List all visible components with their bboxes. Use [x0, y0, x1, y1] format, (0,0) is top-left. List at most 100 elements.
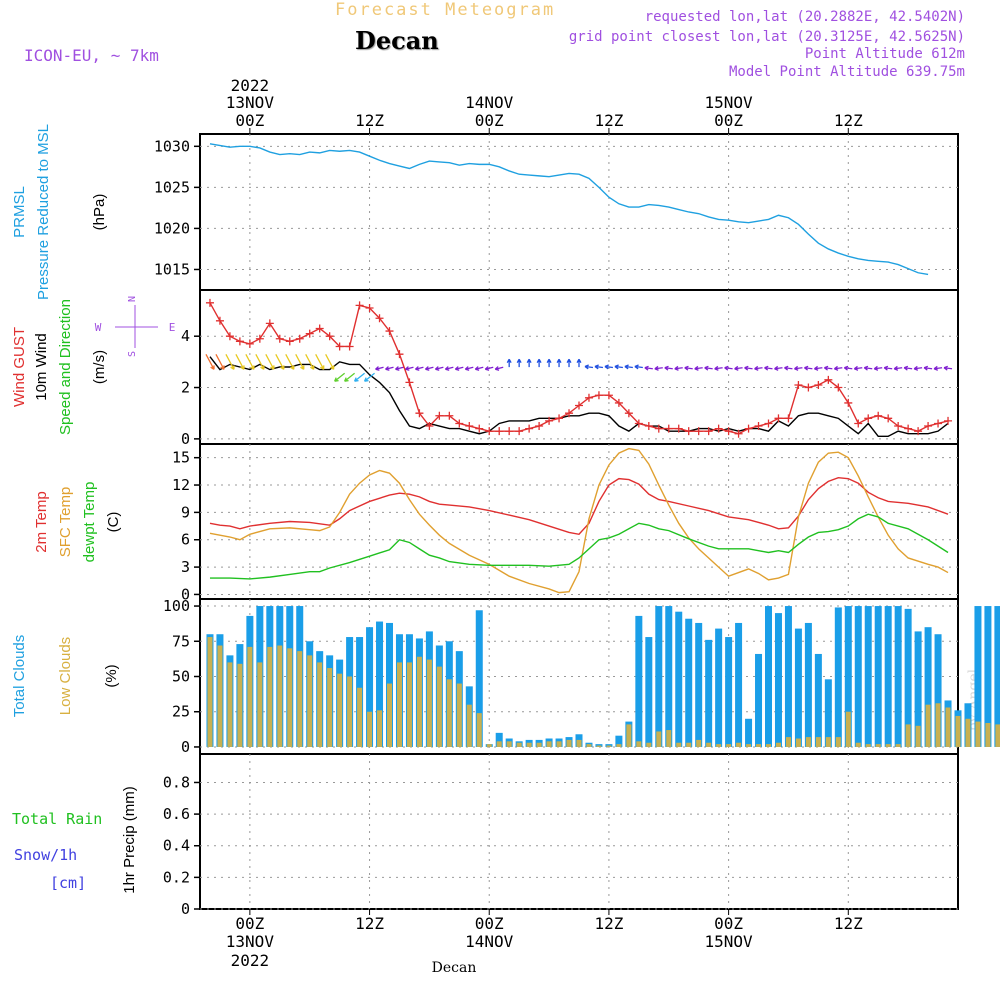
gust-marker — [724, 427, 733, 436]
wind-arrow — [813, 365, 823, 371]
gust-marker — [325, 332, 334, 341]
wind-arrow — [873, 365, 883, 371]
low-cloud-bar — [217, 645, 223, 747]
legend-snow: Snow/1h — [14, 846, 77, 864]
low-cloud-bar — [885, 744, 891, 747]
y-tick-label: 0.8 — [163, 773, 190, 791]
total-cloud-bar — [675, 611, 683, 747]
low-cloud-bar — [416, 656, 422, 747]
y-tick-label: 1015 — [154, 260, 190, 278]
wind-arrow — [536, 358, 542, 368]
total-cloud-bar — [715, 628, 723, 747]
gust-marker — [644, 422, 653, 431]
model-name: ICON-EU, ~ 7km — [24, 46, 159, 65]
low-cloud-bar — [805, 737, 811, 747]
gust-marker — [934, 419, 943, 428]
y-tick-label: 6 — [181, 531, 190, 549]
gust-marker — [764, 419, 773, 428]
gust-marker — [285, 337, 294, 346]
low-cloud-bar — [835, 737, 841, 747]
wind-arrow — [724, 365, 733, 371]
wind-arrow — [395, 366, 404, 371]
total-cloud-bar — [794, 628, 802, 747]
total-cloud-bar — [645, 637, 653, 747]
wind-arrow — [556, 358, 562, 368]
gust-marker — [215, 316, 224, 325]
wind-arrow — [933, 365, 943, 371]
model-altitude: Model Point Altitude 639.75m — [728, 64, 965, 80]
gust-marker — [525, 424, 534, 433]
low-cloud-bar — [436, 666, 442, 747]
total-cloud-bar — [655, 606, 663, 747]
panel-label: 2m Temp — [33, 491, 50, 552]
gust-marker — [794, 380, 803, 389]
gust-marker — [465, 422, 474, 431]
wind-arrow — [506, 358, 512, 368]
wind-arrow — [576, 358, 582, 368]
y-tick-label: 0.2 — [163, 868, 190, 886]
wind-arrow — [344, 372, 356, 382]
wind-arrow — [883, 365, 893, 371]
gust-marker — [864, 414, 873, 423]
low-cloud-bar — [426, 659, 432, 747]
gust-marker — [505, 427, 514, 436]
low-cloud-bar — [945, 707, 951, 747]
wind-arrow — [594, 364, 604, 370]
gust-marker — [235, 337, 244, 346]
panel-wind: 0 2 4 — [181, 289, 959, 448]
gust-marker — [894, 422, 903, 431]
compass-south: S — [127, 351, 138, 357]
low-cloud-bar — [676, 742, 682, 747]
low-cloud-bar — [207, 637, 213, 747]
wind-arrow — [584, 364, 594, 370]
low-cloud-bar — [237, 663, 243, 747]
low-cloud-bar — [546, 741, 552, 747]
gust-marker — [315, 324, 324, 333]
low-cloud-bar — [696, 739, 702, 747]
wind-arrow — [913, 365, 923, 371]
low-cloud-bar — [337, 673, 343, 747]
y-tick-label: 0 — [181, 430, 190, 448]
total-cloud-bar — [685, 618, 693, 747]
total-cloud-bar — [914, 631, 922, 747]
wind-arrow — [424, 366, 434, 371]
low-cloud-bar — [456, 683, 462, 747]
wind-arrow — [353, 372, 365, 382]
gust-marker — [445, 411, 454, 420]
low-cloud-bar — [965, 718, 971, 747]
low-cloud-bar — [855, 742, 861, 747]
wind-arrow — [305, 354, 315, 370]
gust-marker — [405, 378, 414, 387]
gust-marker — [734, 429, 743, 438]
wind-arrow — [245, 354, 255, 370]
wind-arrow — [704, 365, 713, 371]
low-cloud-bar — [277, 645, 283, 747]
gust-marker — [884, 414, 893, 423]
compass-west: W — [95, 321, 102, 334]
wind-arrow — [634, 364, 643, 370]
total-cloud-bar — [774, 613, 782, 747]
x-tick-label-bottom: 12Z — [355, 914, 384, 933]
gust-marker — [874, 411, 883, 420]
wind-arrow — [464, 366, 474, 371]
total-cloud-bar — [366, 627, 374, 747]
gust-marker — [614, 398, 623, 407]
low-cloud-bar — [905, 724, 911, 747]
gust-marker — [295, 334, 304, 343]
total-cloud-bar — [695, 622, 703, 747]
gust-marker — [515, 427, 524, 436]
gust-marker — [365, 303, 374, 312]
gust-marker — [555, 414, 564, 423]
gust-marker — [435, 411, 444, 420]
wind-arrow — [893, 365, 903, 371]
gust-marker — [704, 427, 713, 436]
x-tick-label-bottom: 00Z — [475, 914, 504, 933]
dewpoint-series — [209, 513, 949, 580]
low-cloud-bar — [307, 655, 313, 747]
wind-arrow — [405, 366, 414, 371]
y-tick-label: 0.6 — [163, 805, 190, 823]
panel-label: PRMSL — [11, 186, 28, 238]
low-cloud-bar — [317, 662, 323, 747]
gust-marker — [684, 427, 693, 436]
gust-marker — [565, 409, 574, 418]
